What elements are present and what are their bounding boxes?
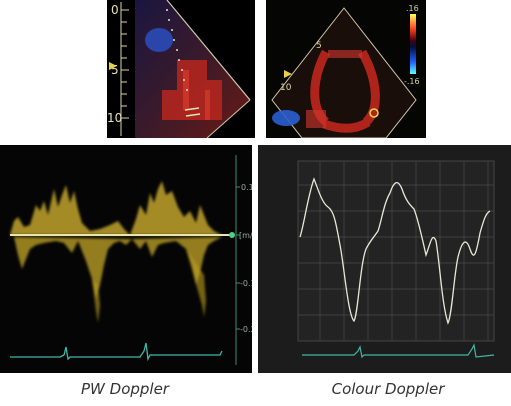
pw-tick-0-1: 0.1 — [241, 183, 252, 192]
pw-depth-label-0: 0 — [111, 3, 119, 17]
velocity-curve — [299, 177, 491, 325]
grid-lines — [298, 161, 494, 341]
baseline-marker-icon — [229, 232, 235, 238]
colour-trace-svg — [297, 160, 495, 359]
colour-focus-marker-icon — [284, 70, 292, 78]
focus-marker-icon — [109, 62, 117, 70]
sample-gate-icon — [184, 107, 201, 117]
pw-sector-image: 0 5 10 — [107, 0, 255, 138]
colour-scale-max: .16 — [406, 4, 419, 13]
colour-sector-svg: 5 10 .16 -.16 — [271, 4, 420, 138]
colour-scale-min: -.16 — [404, 77, 420, 86]
pw-depth-label-10: 10 — [107, 111, 122, 125]
colour-sector-image: 5 10 .16 -.16 — [266, 0, 426, 138]
colour-ecg-trace — [302, 343, 495, 359]
pw-sector-svg: 0 5 10 — [107, 0, 251, 138]
pw-spectrum-svg: 0.1 [m/s] -0.1 -0.2 — [10, 155, 252, 365]
colour-sector-fill — [271, 7, 417, 138]
pw-doppler-spectrum: 0.1 [m/s] -0.1 -0.2 — [0, 145, 252, 373]
pw-tick-neg-0-1: -0.1 — [240, 279, 252, 288]
pw-velocity-unit: [m/s] — [239, 231, 252, 240]
colour-doppler-caption: Colour Doppler — [331, 380, 445, 398]
pw-tick-neg-0-2: -0.2 — [240, 325, 252, 334]
pw-doppler-caption: PW Doppler — [81, 380, 169, 398]
colour-doppler-trace — [258, 145, 511, 373]
pw-depth-label-5: 5 — [111, 63, 119, 77]
colour-depth-label-5: 5 — [316, 41, 322, 51]
velocity-color-scale — [410, 14, 416, 74]
sample-region-icon — [369, 108, 379, 118]
ecg-trace — [10, 342, 223, 362]
spectral-envelope — [10, 181, 222, 323]
colour-depth-label-10: 10 — [280, 83, 292, 93]
